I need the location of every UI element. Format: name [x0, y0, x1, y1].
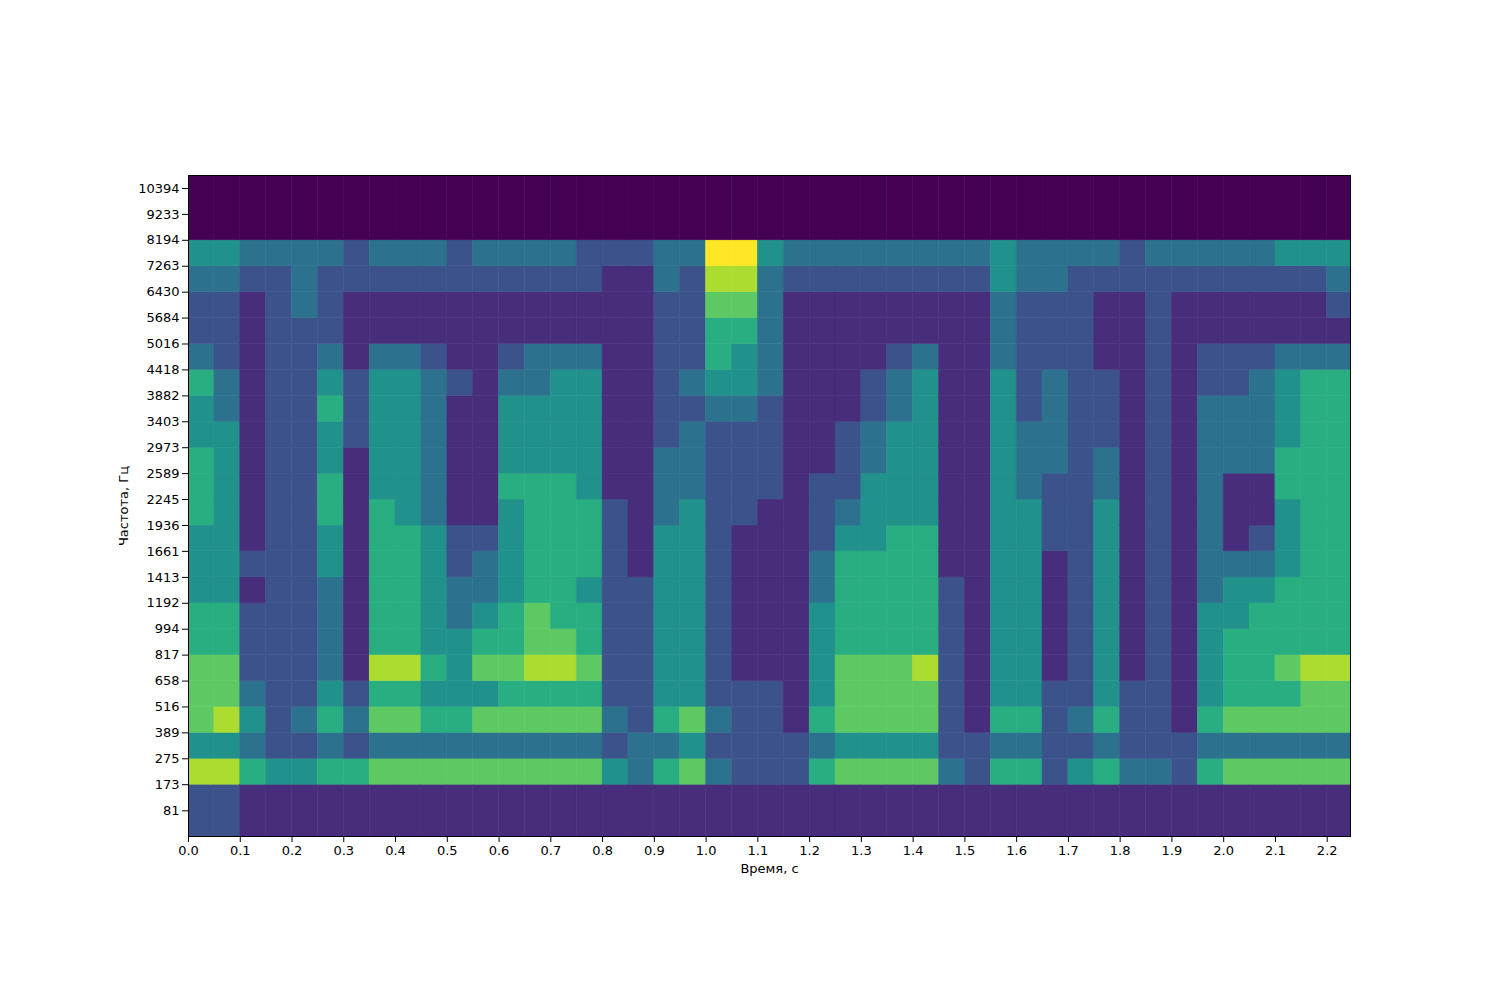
svg-text:2589: 2589: [146, 466, 179, 481]
svg-text:1.7: 1.7: [1058, 843, 1079, 858]
svg-text:0.3: 0.3: [333, 843, 354, 858]
svg-text:1.0: 1.0: [696, 843, 717, 858]
svg-text:0.0: 0.0: [178, 843, 199, 858]
svg-text:81: 81: [163, 803, 180, 818]
svg-text:1936: 1936: [146, 518, 179, 533]
svg-text:2.2: 2.2: [1317, 843, 1338, 858]
svg-text:1.2: 1.2: [799, 843, 820, 858]
svg-text:994: 994: [155, 621, 180, 636]
svg-text:5016: 5016: [146, 336, 179, 351]
svg-text:3882: 3882: [146, 388, 179, 403]
svg-text:817: 817: [155, 647, 180, 662]
svg-text:0.4: 0.4: [385, 843, 406, 858]
svg-text:1.6: 1.6: [1006, 843, 1027, 858]
svg-text:6430: 6430: [146, 284, 179, 299]
svg-text:5684: 5684: [146, 310, 179, 325]
svg-text:173: 173: [155, 777, 180, 792]
svg-text:658: 658: [155, 673, 180, 688]
svg-text:8194: 8194: [146, 232, 179, 247]
svg-text:0.1: 0.1: [230, 843, 251, 858]
svg-text:10394: 10394: [138, 181, 179, 196]
svg-text:Время, с: Время, с: [740, 861, 798, 876]
svg-text:2245: 2245: [146, 492, 179, 507]
svg-text:1.1: 1.1: [748, 843, 769, 858]
svg-text:1.9: 1.9: [1162, 843, 1183, 858]
svg-text:1192: 1192: [146, 595, 179, 610]
svg-text:275: 275: [155, 751, 180, 766]
svg-text:7263: 7263: [146, 258, 179, 273]
svg-text:4418: 4418: [146, 362, 179, 377]
svg-text:2973: 2973: [146, 440, 179, 455]
svg-text:1.3: 1.3: [851, 843, 872, 858]
svg-text:2.0: 2.0: [1213, 843, 1234, 858]
svg-text:3403: 3403: [146, 414, 179, 429]
svg-text:9233: 9233: [146, 207, 179, 222]
svg-text:0.5: 0.5: [437, 843, 458, 858]
svg-text:Частота, Гц: Частота, Гц: [116, 466, 131, 546]
svg-text:1661: 1661: [146, 544, 179, 559]
svg-text:1.5: 1.5: [955, 843, 976, 858]
svg-text:0.2: 0.2: [282, 843, 303, 858]
svg-text:516: 516: [155, 699, 180, 714]
svg-text:2.1: 2.1: [1265, 843, 1286, 858]
svg-text:1.8: 1.8: [1110, 843, 1131, 858]
svg-text:0.7: 0.7: [540, 843, 561, 858]
svg-text:1.4: 1.4: [903, 843, 924, 858]
svg-text:0.9: 0.9: [644, 843, 665, 858]
svg-text:1413: 1413: [146, 570, 179, 585]
svg-text:0.8: 0.8: [592, 843, 613, 858]
svg-text:389: 389: [155, 725, 180, 740]
svg-text:0.6: 0.6: [489, 843, 510, 858]
